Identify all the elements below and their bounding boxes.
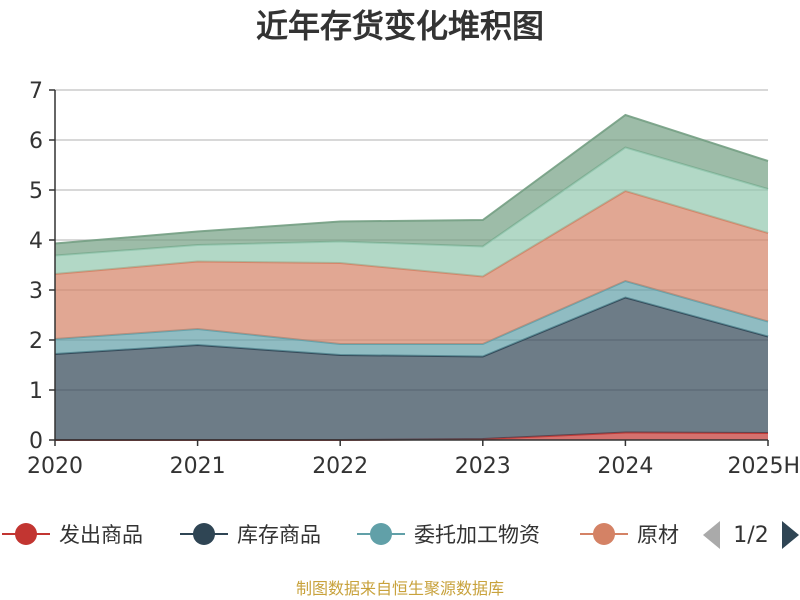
axes: 0 1 2 3 4 5 6 7 2020 2021 2022 2023 2024 2025H [27, 79, 800, 479]
y-tick-label: 4 [29, 229, 43, 254]
legend-item-3[interactable]: 委托加工物资 [357, 523, 540, 547]
legend-marker-icon [593, 523, 615, 545]
chart-title: 近年存货变化堆积图 [256, 7, 544, 45]
y-tick-label: 6 [29, 129, 43, 154]
legend-item-2[interactable]: 库存商品 [180, 523, 321, 547]
legend-label: 库存商品 [237, 523, 321, 547]
legend-label: 委托加工物资 [414, 523, 540, 547]
legend-pager: 1/2 [703, 521, 799, 549]
legend-prev-arrow-icon[interactable] [703, 521, 720, 549]
area-series [54, 113, 769, 441]
area-series-4[interactable] [55, 191, 768, 344]
legend-marker-icon [193, 523, 215, 545]
legend: 发出商品 库存商品 委托加工物资 原材 [2, 523, 679, 547]
x-tick-label: 2022 [312, 454, 368, 479]
y-tick-label: 5 [29, 179, 43, 204]
y-tick-label: 0 [29, 429, 43, 454]
x-tick-label: 2021 [170, 454, 226, 479]
x-tick-label: 2024 [597, 454, 653, 479]
area-series-2[interactable] [55, 297, 768, 441]
legend-label: 发出商品 [59, 523, 143, 547]
x-tick-label: 2023 [455, 454, 511, 479]
x-tick-label: 2025H [727, 454, 800, 479]
legend-next-arrow-icon[interactable] [782, 521, 799, 549]
legend-marker-icon [370, 523, 392, 545]
legend-label: 原材 [637, 523, 679, 547]
legend-item-1[interactable]: 发出商品 [2, 523, 143, 547]
y-tick-label: 3 [29, 279, 43, 304]
area-series-6-line [54, 113, 769, 245]
y-tick-label: 1 [29, 379, 43, 404]
legend-marker-icon [15, 523, 37, 545]
x-tick-label: 2020 [27, 454, 83, 479]
area-series-3[interactable] [55, 281, 768, 357]
y-tick-label: 7 [29, 79, 43, 104]
legend-item-4[interactable]: 原材 [580, 523, 679, 547]
area-series-6[interactable] [55, 115, 768, 256]
legend-page-indicator: 1/2 [733, 523, 768, 548]
y-tick-label: 2 [29, 329, 43, 354]
data-source-note: 制图数据来自恒生聚源数据库 [296, 579, 504, 598]
